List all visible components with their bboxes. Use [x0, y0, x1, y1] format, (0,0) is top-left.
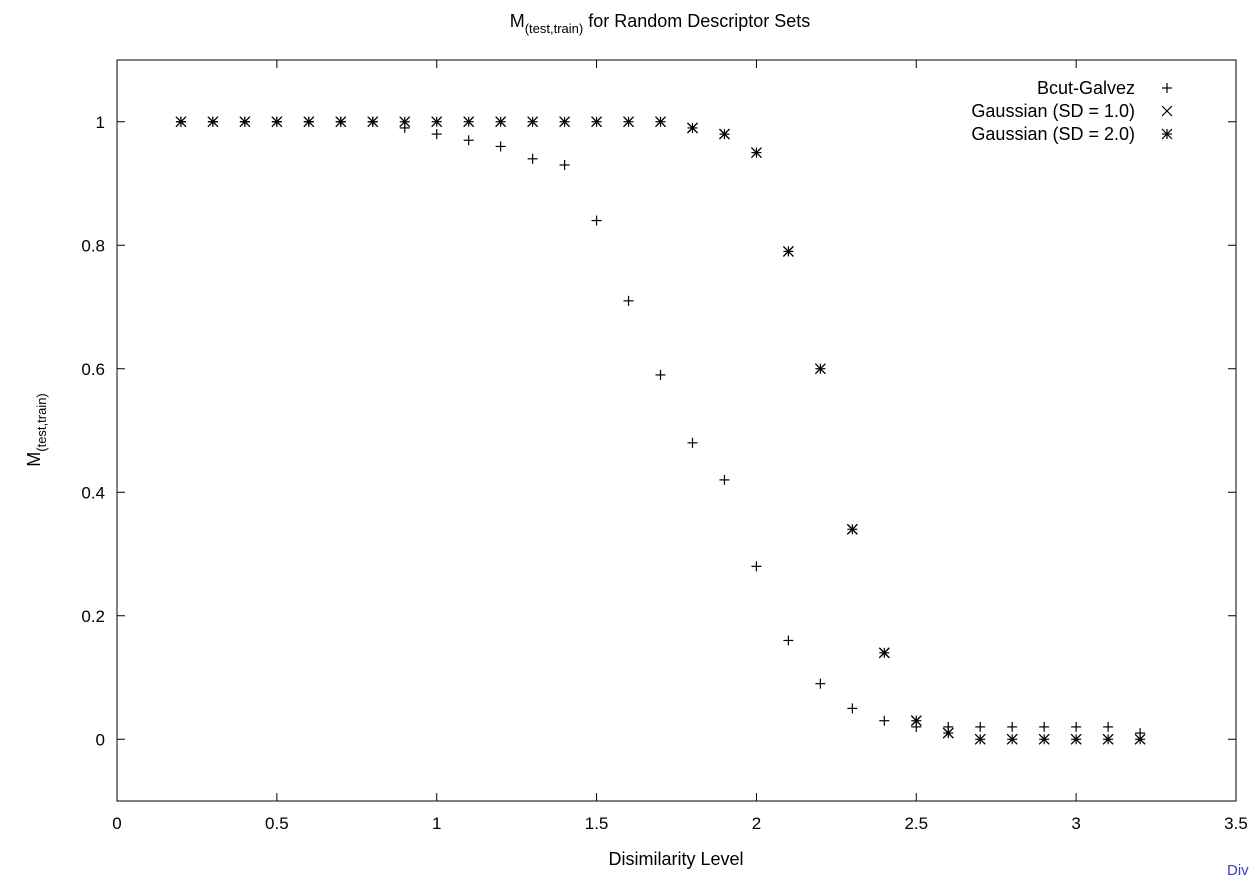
- y-tick-label: 0.6: [81, 360, 105, 379]
- axis-tick-labels: 0 0.5 1 1.5 2 2.5 3 3.5 0 0.2 0.4 0.6 0.8 1: [81, 113, 1247, 833]
- data-point-series-0: [879, 715, 890, 726]
- axis-ticks: [116, 60, 1237, 801]
- data-point-series-2: [399, 116, 411, 128]
- data-point-series-0: [1039, 721, 1050, 732]
- data-point-series-2: [942, 727, 954, 739]
- y-tick-label: 0.2: [81, 607, 105, 626]
- data-point-series-2: [1038, 733, 1050, 745]
- x-axis-title: Disimilarity Level: [608, 849, 743, 869]
- data-point-series-0: [719, 474, 730, 485]
- legend-label-bcut-galvez: Bcut-Galvez: [1037, 78, 1135, 98]
- data-point-series-2: [239, 116, 251, 128]
- legend-label-gaussian-sd-1: Gaussian (SD = 1.0): [971, 101, 1135, 121]
- y-axis-title-sub: (test,train): [34, 393, 49, 452]
- data-point-series-2: [1134, 733, 1146, 745]
- data-points: [175, 116, 1146, 745]
- legend: Bcut-Galvez Gaussian (SD = 1.0) Gaussian…: [971, 78, 1173, 144]
- y-tick-label: 1: [96, 113, 105, 132]
- data-point-series-0: [1007, 721, 1018, 732]
- chart-title: M(test,train) for Random Descriptor Sets: [510, 11, 811, 36]
- data-point-series-0: [655, 369, 666, 380]
- legend-label-gaussian-sd-2: Gaussian (SD = 2.0): [971, 124, 1135, 144]
- data-point-series-2: [303, 116, 315, 128]
- y-axis-title-main: M: [24, 452, 44, 467]
- data-point-series-2: [687, 122, 698, 134]
- data-point-series-2: [623, 116, 634, 128]
- x-tick-label: 1.5: [585, 814, 609, 833]
- data-point-series-2: [527, 116, 539, 128]
- data-point-series-2: [910, 715, 922, 727]
- data-point-series-2: [782, 246, 794, 257]
- y-axis-title: M(test,train): [24, 393, 49, 467]
- x-tick-label: 1: [432, 814, 441, 833]
- data-point-series-2: [655, 116, 666, 128]
- data-point-series-2: [974, 733, 986, 745]
- data-point-series-0: [463, 135, 474, 146]
- data-point-series-2: [335, 116, 347, 128]
- x-tick-label: 2.5: [904, 814, 928, 833]
- data-point-series-0: [559, 159, 570, 170]
- data-point-series-2: [846, 523, 858, 535]
- data-point-series-2: [367, 116, 379, 128]
- data-point-series-2: [814, 363, 826, 375]
- data-point-series-0: [975, 721, 986, 732]
- data-point-series-0: [431, 129, 442, 140]
- data-point-series-0: [783, 635, 794, 646]
- legend-marker-series-0: [1162, 83, 1172, 93]
- y-tick-label: 0.4: [81, 483, 105, 502]
- data-point-series-2: [1070, 733, 1082, 745]
- chart-title-rest: for Random Descriptor Sets: [583, 11, 810, 31]
- data-point-series-0: [1103, 721, 1114, 732]
- data-point-series-2: [207, 116, 219, 128]
- chart-title-main: M: [510, 11, 525, 31]
- x-tick-label: 0.5: [265, 814, 289, 833]
- data-point-series-2: [463, 116, 475, 128]
- x-tick-label: 3.5: [1224, 814, 1248, 833]
- data-point-series-2: [878, 647, 890, 659]
- x-tick-label: 0: [112, 814, 121, 833]
- plot-frame: [116, 59, 1237, 802]
- data-point-series-2: [271, 116, 283, 128]
- legend-marker-series-2: [1161, 128, 1173, 140]
- legend-markers: [1161, 83, 1173, 140]
- data-point-series-2: [591, 116, 602, 128]
- x-tick-label: 2: [752, 814, 761, 833]
- data-point-series-0: [687, 437, 698, 448]
- y-tick-label: 0.8: [81, 236, 105, 255]
- data-point-series-2: [431, 116, 443, 128]
- data-point-series-0: [527, 153, 538, 164]
- data-point-series-0: [1071, 721, 1082, 732]
- data-point-series-0: [623, 295, 634, 306]
- footer-link-text[interactable]: Div: [1227, 862, 1249, 877]
- data-point-series-2: [175, 116, 187, 128]
- data-point-series-2: [1006, 733, 1018, 745]
- data-point-series-2: [495, 116, 507, 128]
- x-tick-label: 3: [1071, 814, 1080, 833]
- data-point-series-0: [847, 703, 858, 714]
- data-point-series-0: [495, 141, 506, 152]
- data-point-series-0: [591, 215, 602, 226]
- data-point-series-2: [559, 116, 571, 128]
- data-point-series-0: [751, 561, 762, 572]
- data-point-series-2: [719, 128, 730, 140]
- y-tick-label: 0: [96, 730, 105, 749]
- data-point-series-0: [815, 678, 826, 689]
- data-point-series-2: [751, 147, 762, 159]
- legend-marker-series-1: [1161, 105, 1173, 117]
- chart-title-sub: (test,train): [525, 21, 584, 36]
- data-point-series-2: [1102, 733, 1114, 745]
